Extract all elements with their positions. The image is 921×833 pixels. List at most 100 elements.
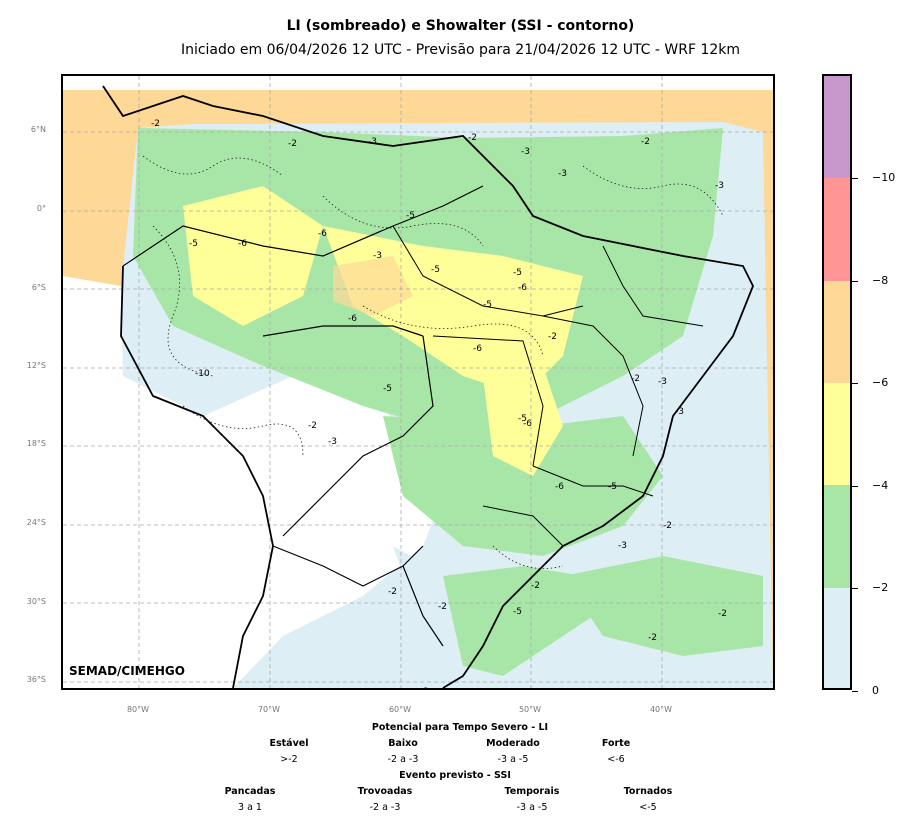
contour-label: -3 [558,169,567,179]
contour-label: -6 [473,344,482,354]
colorbar-tick [852,691,858,692]
legend-li-class-value: <-6 [607,754,625,765]
legend-li-class-value: -3 a -5 [497,754,529,765]
lon-label-60w: 60°W [388,705,412,714]
colorbar-segment-lt-10 [824,76,850,178]
lon-label-80w: 80°W [126,705,150,714]
li-orange-patch [333,256,413,316]
contour-label: -2 [548,332,557,342]
legend-li-class-name: Forte [601,738,631,749]
contour-label: -2 [308,421,317,431]
contour-label: -2 [631,374,640,384]
legend-li-class-value: >-2 [280,754,298,765]
colorbar [822,74,852,690]
contour-label: -6 [318,229,327,239]
legend-ssi-class-name: Temporais [504,786,560,797]
graticule [63,76,773,688]
contour-label: -3 [328,437,337,447]
contour-label: -3 [521,147,530,157]
contour-label: -6 [555,482,564,492]
colorbar-label-6: −6 [872,376,889,389]
lat-label-12s: 12°S [26,361,46,370]
lat-label-eq: 0° [36,204,46,213]
contour-label: -2 [663,521,672,531]
li-green-east [563,556,763,656]
contour-label: -6 [348,314,357,324]
legend-ssi-class-value: <-5 [639,802,657,813]
contour-label: -5 [513,268,522,278]
li-yellow-west [183,186,323,326]
legend-ssi-title: Evento previsto - SSI [399,770,511,781]
colorbar-segment-8-10 [824,178,850,281]
contour-label: -5 [513,607,522,617]
contour-label: -2 [420,687,429,688]
colorbar-label-10: −10 [872,171,896,184]
contour-label: -5 [483,300,492,310]
contour-labels: -2 -2 -3 -2 -3 -2 -3 -3 -5 -6 -6 -3 -5 -… [151,119,727,688]
legend-ssi-class-value: -2 a -3 [369,802,401,813]
colorbar-label-2: −2 [872,581,889,594]
legend-li-title: Potencial para Tempo Severo - LI [371,722,549,733]
contour-label: -2 [438,602,447,612]
contour-label: -3 [373,251,382,261]
contour-label: -2 [531,581,540,591]
contour-label: -5 [383,384,392,394]
contour-label: -2 [641,137,650,147]
legend-ssi-class-value: -3 a -5 [516,802,548,813]
contour-label: -5 [518,414,527,424]
colorbar-label-0: 0 [872,684,879,697]
contour-label: -3 [618,541,627,551]
contour-label: -10 [195,369,210,379]
lat-label-24s: 24°S [26,518,46,527]
map-subtitle: Iniciado em 06/04/2026 12 UTC - Previsão… [180,42,741,58]
colorbar-segment-0-2 [824,588,850,688]
legend-li-class-name: Estável [269,738,309,749]
contour-label: -2 [718,609,727,619]
contour-label: -5 [431,265,440,275]
lon-label-50w: 50°W [518,705,542,714]
contour-label: -2 [648,633,657,643]
colorbar-tick [852,588,858,589]
contour-label: -5 [406,211,415,221]
contour-label: -3 [368,137,377,147]
credit-label: SEMAD/CIMEHGO [69,664,185,678]
li-green-central [383,416,663,556]
contour-label: -3 [675,407,684,417]
colorbar-label-8: −8 [872,274,889,287]
state-borders [392,225,704,547]
contour-label: -6 [518,283,527,293]
coastline [102,85,754,688]
map-canvas: -2 -2 -3 -2 -3 -2 -3 -3 -5 -6 -6 -3 -5 -… [63,76,773,688]
lat-label-36s: 36°S [26,675,46,684]
lat-label-6s: 6°S [31,283,46,292]
contour-label: -2 [288,139,297,149]
colorbar-tick [852,486,858,487]
legend-li-class-name: Moderado [486,738,540,749]
ssi-contours [142,155,724,569]
lat-label-18s: 18°S [26,439,46,448]
colorbar-label-4: −4 [872,479,889,492]
lon-label-40w: 40°W [649,705,673,714]
legend-ssi-class-name: Trovoadas [357,786,413,797]
lat-label-6n: 6°N [30,125,46,134]
legend-li-class-name: Baixo [388,738,418,749]
legend-ssi-class-value: 3 a 1 [238,802,262,813]
lon-label-70w: 70°W [257,705,281,714]
legend-ssi-class-name: Pancadas [224,786,276,797]
lat-label-30s: 30°S [26,597,46,606]
legend-li-class-value: -2 a -3 [387,754,419,765]
contour-label: -2 [468,133,477,143]
contour-label: -2 [388,587,397,597]
contour-label: -3 [715,181,724,191]
contour-label: -2 [151,119,160,129]
colorbar-tick [852,281,858,282]
contour-label: -3 [658,377,667,387]
colorbar-segment-6-8 [824,281,850,383]
contour-label: -6 [523,419,532,429]
li-yellow-south [483,366,563,476]
land-white-region [63,276,443,688]
colorbar-segment-4-6 [824,383,850,485]
contour-label: -5 [608,482,617,492]
national-borders [122,185,484,647]
contour-label: -5 [189,239,198,249]
